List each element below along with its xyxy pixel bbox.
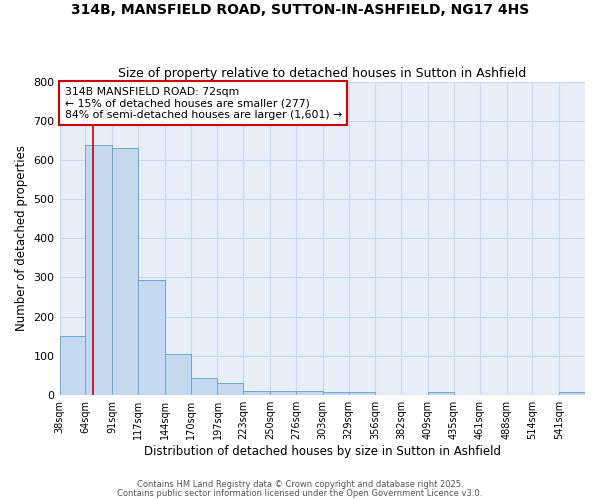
X-axis label: Distribution of detached houses by size in Sutton in Ashfield: Distribution of detached houses by size …: [144, 444, 501, 458]
Bar: [165, 354, 191, 395]
Bar: [217, 384, 244, 394]
Title: Size of property relative to detached houses in Sutton in Ashfield: Size of property relative to detached ho…: [118, 66, 526, 80]
Bar: [85, 144, 112, 394]
Text: Contains public sector information licensed under the Open Government Licence v3: Contains public sector information licen…: [118, 489, 482, 498]
Bar: [244, 391, 270, 394]
Bar: [270, 391, 296, 394]
Text: 314B, MANSFIELD ROAD, SUTTON-IN-ASHFIELD, NG17 4HS: 314B, MANSFIELD ROAD, SUTTON-IN-ASHFIELD…: [71, 2, 529, 16]
Bar: [323, 392, 349, 394]
Text: 314B MANSFIELD ROAD: 72sqm
← 15% of detached houses are smaller (277)
84% of sem: 314B MANSFIELD ROAD: 72sqm ← 15% of deta…: [65, 86, 342, 120]
Bar: [138, 280, 165, 394]
Text: Contains HM Land Registry data © Crown copyright and database right 2025.: Contains HM Land Registry data © Crown c…: [137, 480, 463, 489]
Bar: [59, 336, 85, 394]
Bar: [559, 392, 585, 394]
Bar: [428, 392, 454, 394]
Bar: [191, 378, 217, 394]
Bar: [349, 392, 376, 394]
Y-axis label: Number of detached properties: Number of detached properties: [15, 146, 28, 332]
Bar: [112, 148, 138, 394]
Bar: [296, 391, 323, 394]
